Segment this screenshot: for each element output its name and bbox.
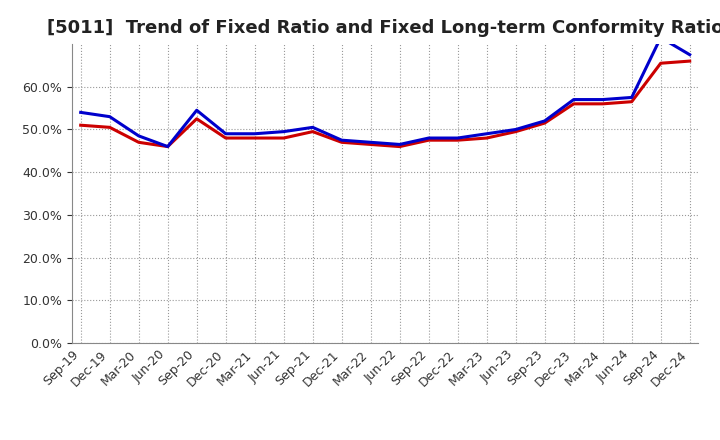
Fixed Long-term Conformity Ratio (221, 136, 230, 141)
Fixed Ratio (163, 144, 172, 149)
Fixed Ratio (395, 142, 404, 147)
Fixed Long-term Conformity Ratio (105, 125, 114, 130)
Fixed Ratio (627, 95, 636, 100)
Fixed Long-term Conformity Ratio (163, 144, 172, 149)
Fixed Ratio (482, 131, 491, 136)
Line: Fixed Long-term Conformity Ratio: Fixed Long-term Conformity Ratio (81, 61, 690, 147)
Fixed Ratio (657, 35, 665, 40)
Fixed Ratio (541, 118, 549, 124)
Fixed Long-term Conformity Ratio (424, 138, 433, 143)
Fixed Long-term Conformity Ratio (192, 116, 201, 121)
Fixed Long-term Conformity Ratio (279, 136, 288, 141)
Fixed Ratio (338, 138, 346, 143)
Fixed Ratio (135, 133, 143, 139)
Line: Fixed Ratio: Fixed Ratio (81, 37, 690, 147)
Fixed Long-term Conformity Ratio (251, 136, 259, 141)
Fixed Ratio (366, 139, 375, 145)
Fixed Ratio (76, 110, 85, 115)
Fixed Ratio (279, 129, 288, 134)
Fixed Ratio (454, 136, 462, 141)
Fixed Long-term Conformity Ratio (541, 121, 549, 126)
Fixed Ratio (105, 114, 114, 119)
Title: [5011]  Trend of Fixed Ratio and Fixed Long-term Conformity Ratio: [5011] Trend of Fixed Ratio and Fixed Lo… (47, 19, 720, 37)
Fixed Ratio (221, 131, 230, 136)
Fixed Ratio (598, 97, 607, 102)
Fixed Ratio (251, 131, 259, 136)
Fixed Ratio (685, 52, 694, 57)
Fixed Long-term Conformity Ratio (454, 138, 462, 143)
Fixed Long-term Conformity Ratio (511, 129, 520, 134)
Fixed Ratio (570, 97, 578, 102)
Fixed Ratio (308, 125, 317, 130)
Fixed Long-term Conformity Ratio (366, 142, 375, 147)
Fixed Long-term Conformity Ratio (627, 99, 636, 104)
Fixed Ratio (511, 127, 520, 132)
Fixed Long-term Conformity Ratio (685, 59, 694, 64)
Fixed Long-term Conformity Ratio (338, 139, 346, 145)
Fixed Ratio (192, 108, 201, 113)
Fixed Long-term Conformity Ratio (570, 101, 578, 106)
Fixed Long-term Conformity Ratio (395, 144, 404, 149)
Fixed Long-term Conformity Ratio (76, 123, 85, 128)
Fixed Long-term Conformity Ratio (308, 129, 317, 134)
Fixed Long-term Conformity Ratio (657, 61, 665, 66)
Fixed Long-term Conformity Ratio (598, 101, 607, 106)
Fixed Ratio (424, 136, 433, 141)
Fixed Long-term Conformity Ratio (482, 136, 491, 141)
Fixed Long-term Conformity Ratio (135, 139, 143, 145)
